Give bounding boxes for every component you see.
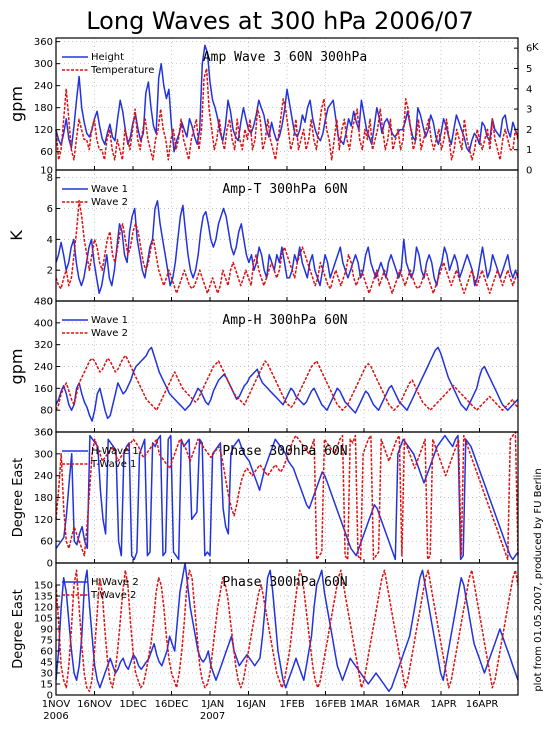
series-line-2 xyxy=(55,354,519,411)
legend-label: H-Wave 1 xyxy=(91,446,139,457)
series-line-2 xyxy=(55,200,519,295)
y2-axis-label: K xyxy=(532,42,539,53)
panel-4: 0 60 120 180 240 300 360 Degree East Phase 300hP… xyxy=(11,428,519,570)
xyear-label: 2006 xyxy=(43,711,68,722)
ytick-label: 300 xyxy=(34,59,53,70)
panel-2: 0 2 4 6 8 K Amp-T 300hPa 60N Wave 1 Wave 2 xyxy=(7,169,519,308)
series-line-2 xyxy=(55,431,519,561)
xtick-label: 1FEB xyxy=(279,699,304,710)
ytick-label: 150 xyxy=(34,581,53,592)
series-line-1 xyxy=(55,562,519,693)
y-axis-label: gpm xyxy=(7,349,26,385)
xyear-label: 2007 xyxy=(200,711,225,722)
ytick-label: 30 xyxy=(40,669,53,680)
ytick-label: 400 xyxy=(34,318,53,329)
ytick-label: 160 xyxy=(34,384,53,395)
figure-title: Long Waves at 300 hPa 2006/07 xyxy=(86,7,474,35)
xtick-label: 1NOV xyxy=(42,699,71,710)
legend-label: T-Wave 1 xyxy=(90,459,136,470)
ytick-label: 60 xyxy=(40,537,53,548)
xtick-label: 16DEC xyxy=(155,699,189,710)
ytick-label: 0 xyxy=(47,297,53,308)
y-axis-label: K xyxy=(7,230,26,241)
ytick-label: 320 xyxy=(34,340,53,351)
y2tick-label: 3 xyxy=(526,105,532,116)
xtick-label: 16APR xyxy=(466,699,499,710)
y2tick-label: 6 xyxy=(526,44,532,55)
ytick-label: 2 xyxy=(47,266,53,277)
xtick-label: 16FEB xyxy=(315,699,347,710)
legend-label: Temperature xyxy=(90,65,154,76)
ytick-label: 240 xyxy=(34,471,53,482)
xtick-label: 16JAN xyxy=(236,699,266,710)
panel-3: 0 80 160 240 320 400 480 gpm Amp-H 300hPa 60N Wav… xyxy=(7,297,519,439)
panel-title: Amp-T 300hPa 60N xyxy=(222,182,347,197)
series-line-2 xyxy=(55,569,519,693)
panel-title: Amp Wave 3 60N 300hPa xyxy=(203,50,367,65)
ytick-label: 135 xyxy=(34,592,53,603)
grid xyxy=(56,301,518,432)
xtick-label: 1DEC xyxy=(119,699,146,710)
grid xyxy=(56,432,518,563)
ytick-label: 360 xyxy=(34,37,53,48)
ytick-label: 120 xyxy=(34,125,53,136)
y-axis-label: Degree East xyxy=(11,589,26,669)
ytick-label: 4 xyxy=(47,235,53,246)
y2tick-label: 2 xyxy=(526,125,532,136)
panel-title: Phase 300hPa 60N xyxy=(222,444,347,459)
series-line-1 xyxy=(55,200,519,295)
ytick-label: 8 xyxy=(47,173,53,184)
y-axis-label: gpm xyxy=(7,86,26,122)
ytick-label: 15 xyxy=(40,680,53,691)
legend-label: Wave 2 xyxy=(91,197,128,208)
panel-title: Amp-H 300hPa 60N xyxy=(222,313,347,328)
ytick-label: 240 xyxy=(34,362,53,373)
ytick-label: 120 xyxy=(34,603,53,614)
legend-label: Height xyxy=(91,52,124,63)
legend-label: Wave 1 xyxy=(91,315,128,326)
credit-text: plot from 01.05.2007, produced by FU Ber… xyxy=(533,468,544,691)
ytick-label: 105 xyxy=(34,614,53,625)
y2tick-label: 0 xyxy=(526,166,532,177)
ytick-label: 120 xyxy=(34,515,53,526)
ytick-label: 0 xyxy=(47,559,53,570)
ytick-label: 10 xyxy=(40,166,53,177)
legend-label: T-Wave 2 xyxy=(90,590,136,601)
ytick-label: 6 xyxy=(47,204,53,215)
y-axis-label: Degree East xyxy=(11,458,26,538)
y2tick-label: 1 xyxy=(526,145,532,156)
ytick-label: 80 xyxy=(40,406,53,417)
y2tick-label: 5 xyxy=(526,64,532,75)
ytick-label: 75 xyxy=(40,636,53,647)
series-line-2 xyxy=(55,67,519,161)
legend-label: Wave 1 xyxy=(91,184,128,195)
ytick-label: 0 xyxy=(47,691,53,702)
ytick-label: 60 xyxy=(40,647,53,658)
ytick-label: 180 xyxy=(34,493,53,504)
xtick-label: 16MAR xyxy=(385,699,420,710)
series-line-1 xyxy=(55,346,519,422)
legend-label: H-Wave 2 xyxy=(91,577,139,588)
ytick-label: 45 xyxy=(40,658,53,669)
ytick-label: 360 xyxy=(34,428,53,439)
ytick-label: 240 xyxy=(34,81,53,92)
ytick-label: 60 xyxy=(40,147,53,158)
panel-title: Phase 300hPa 60N xyxy=(222,575,347,590)
ytick-label: 0 xyxy=(47,428,53,439)
ytick-label: 90 xyxy=(40,625,53,636)
y2tick-label: 4 xyxy=(526,84,532,95)
ytick-label: 300 xyxy=(34,449,53,460)
xtick-label: 1APR xyxy=(430,699,456,710)
xtick-label: 1JAN xyxy=(201,699,224,710)
ytick-label: 480 xyxy=(34,297,53,308)
xtick-label: 1MAR xyxy=(350,699,379,710)
ytick-label: 180 xyxy=(34,103,53,114)
xtick-label: 16NOV xyxy=(77,699,112,710)
legend-label: Wave 2 xyxy=(91,328,128,339)
